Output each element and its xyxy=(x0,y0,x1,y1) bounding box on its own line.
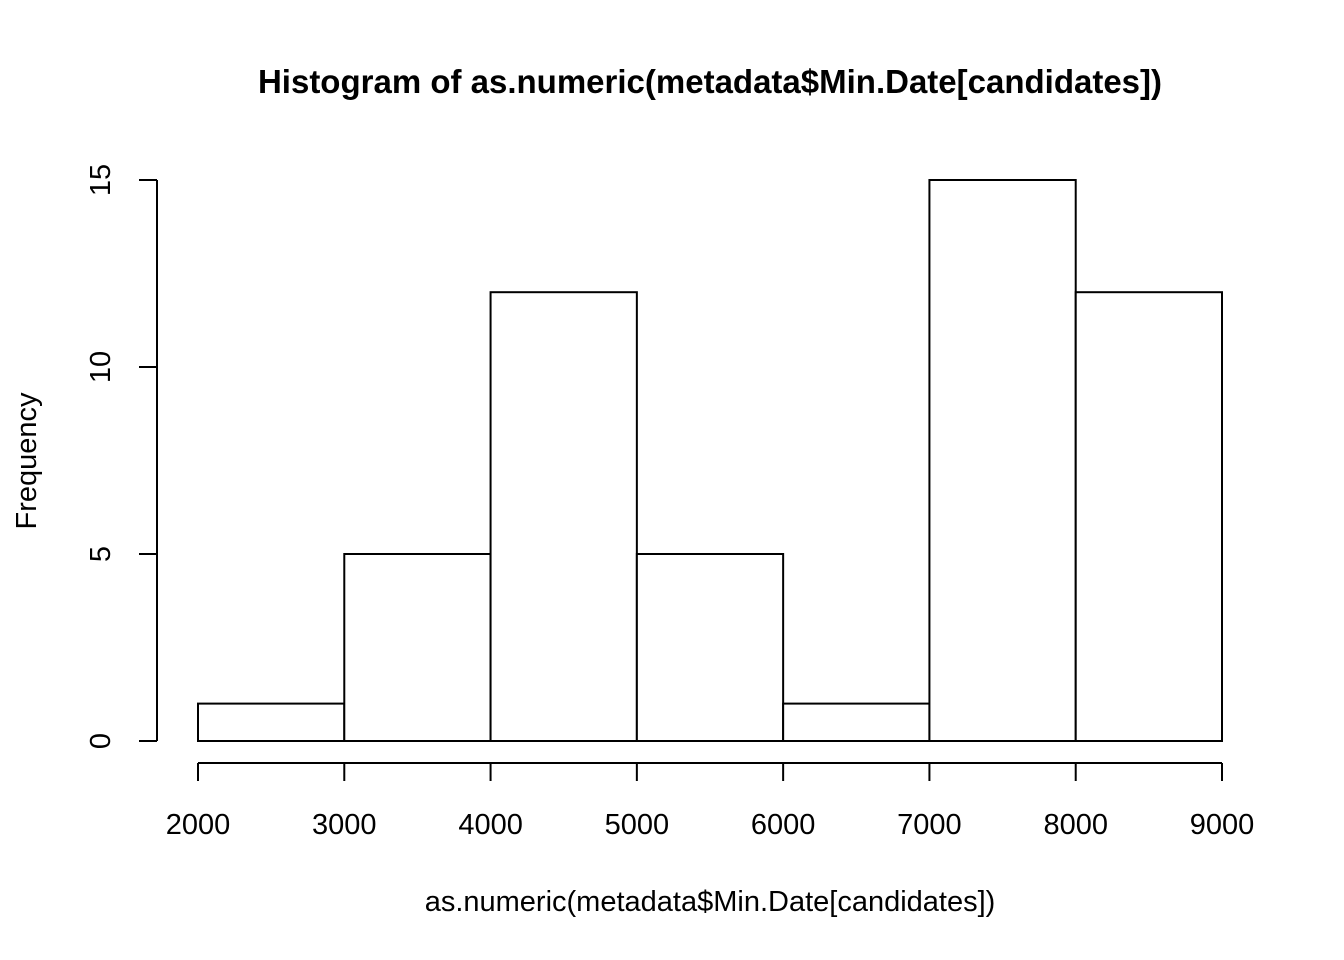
y-tick-label: 0 xyxy=(85,733,117,749)
x-tick-label: 2000 xyxy=(166,809,231,841)
chart-title: Histogram of as.numeric(metadata$Min.Dat… xyxy=(258,63,1162,100)
x-tick-label: 4000 xyxy=(458,809,523,841)
x-tick-label: 9000 xyxy=(1190,809,1255,841)
histogram-bar-6 xyxy=(928,179,1077,742)
histogram-bar-1 xyxy=(197,702,346,742)
y-axis-label: Frequency xyxy=(11,392,43,530)
x-tick-label: 6000 xyxy=(751,809,816,841)
x-tick-label: 5000 xyxy=(605,809,670,841)
x-tick-label: 3000 xyxy=(312,809,377,841)
y-tick-label: 5 xyxy=(85,546,117,562)
x-tick-label: 7000 xyxy=(897,809,962,841)
y-tick-label: 15 xyxy=(85,164,117,196)
histogram-bar-2 xyxy=(343,553,492,742)
histogram-bars xyxy=(197,179,1223,742)
x-axis: 2000 3000 4000 5000 6000 7000 8000 9000 xyxy=(166,762,1255,841)
y-tick-label: 10 xyxy=(85,351,117,383)
x-tick-label: 8000 xyxy=(1043,809,1108,841)
histogram-bar-5 xyxy=(782,702,931,742)
histogram-bar-3 xyxy=(489,291,638,742)
histogram-bar-7 xyxy=(1074,291,1223,742)
histogram-bar-4 xyxy=(635,553,785,742)
x-axis-label: as.numeric(metadata$Min.Date[candidates]… xyxy=(425,886,996,918)
y-axis: 0 5 10 15 xyxy=(85,164,158,749)
